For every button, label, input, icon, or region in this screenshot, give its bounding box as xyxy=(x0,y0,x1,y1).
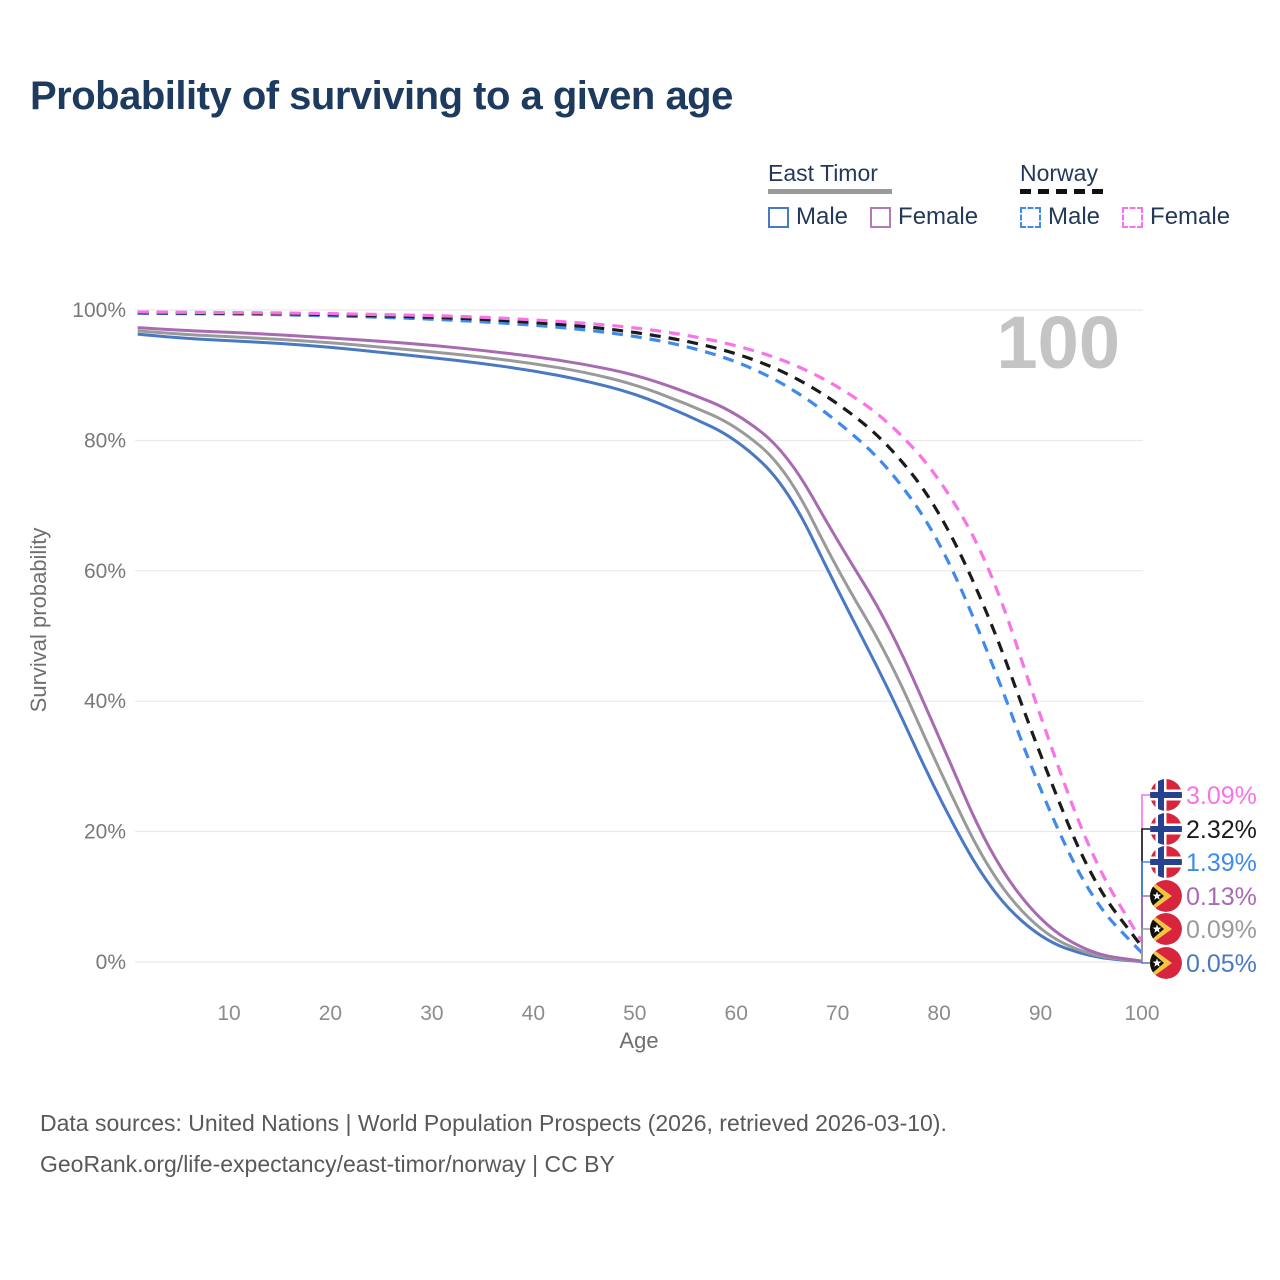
legend-underline-solid xyxy=(768,189,892,194)
source-url-line: GeoRank.org/life-expectancy/east-timor/n… xyxy=(40,1151,615,1177)
legend-swatch-east-timor-male xyxy=(768,206,789,228)
hover-age-watermark: 100 xyxy=(997,301,1120,384)
east-timor-flag-icon xyxy=(1150,947,1182,979)
end-label-leader xyxy=(1141,794,1150,942)
legend-item-label: Male xyxy=(796,203,849,230)
norway-flag-icon xyxy=(1150,846,1182,878)
footer-attribution: Data sources: United Nations | World Pop… xyxy=(40,1103,947,1185)
legend-group-title[interactable]: East Timor xyxy=(768,160,878,186)
legend-item-norway-male[interactable]: Male xyxy=(1020,203,1100,231)
end-value-label: 2.32% xyxy=(1186,816,1257,844)
x-axis-title: Age xyxy=(619,1028,658,1053)
x-tick-label: 50 xyxy=(623,1002,646,1025)
x-tick-label: 20 xyxy=(319,1002,342,1025)
legend-item-label: Female xyxy=(898,203,979,230)
x-tick-label: 70 xyxy=(826,1002,849,1025)
curve-east-timor-male[interactable] xyxy=(137,332,1143,964)
legend-item-label: Female xyxy=(1150,203,1231,230)
end-value-label: 0.13% xyxy=(1186,883,1257,911)
y-tick-label: 60% xyxy=(84,560,126,583)
end-label-leader xyxy=(1141,861,1150,953)
end-value-label: 1.39% xyxy=(1186,849,1257,877)
legend-swatch-east-timor-female xyxy=(870,206,892,228)
end-label-leader xyxy=(1141,961,1150,964)
east-timor-flag-icon xyxy=(1150,913,1182,945)
legend: East Timor Male Female Norway Male xyxy=(0,160,1280,250)
legend-group-title[interactable]: Norway xyxy=(1020,160,1098,186)
curve-norway-both-sexes[interactable] xyxy=(137,311,1144,948)
x-tick-label: 10 xyxy=(217,1002,240,1025)
x-tick-label: 80 xyxy=(927,1002,950,1025)
legend-item-norway-female[interactable]: Female xyxy=(1122,203,1230,231)
x-tick-label: 100 xyxy=(1124,1002,1159,1025)
end-value-label: 0.05% xyxy=(1186,950,1257,978)
y-tick-label: 40% xyxy=(84,690,126,713)
legend-group-east-timor: East Timor Male Female xyxy=(768,160,1000,231)
legend-underline-dashed xyxy=(1020,189,1110,194)
east-timor-flag-icon xyxy=(1150,880,1182,912)
legend-swatch-norway-female xyxy=(1122,206,1144,228)
page-title: Probability of surviving to a given age xyxy=(30,74,733,118)
y-tick-label: 100% xyxy=(72,299,126,322)
end-label-leader xyxy=(1141,928,1150,962)
curve-east-timor-both-sexes[interactable] xyxy=(137,329,1143,963)
legend-item-east-timor-female[interactable]: Female xyxy=(870,203,978,231)
legend-item-east-timor-male[interactable]: Male xyxy=(768,203,848,231)
legend-group-norway: Norway Male Female xyxy=(1020,160,1252,231)
x-tick-label: 30 xyxy=(420,1002,443,1025)
end-value-label: 0.09% xyxy=(1186,916,1257,944)
data-sources-line: Data sources: United Nations | World Pop… xyxy=(40,1110,947,1136)
curve-east-timor-female[interactable] xyxy=(137,326,1143,963)
y-tick-label: 0% xyxy=(96,951,126,974)
y-tick-label: 80% xyxy=(84,429,126,452)
norway-flag-icon xyxy=(1150,779,1182,811)
x-tick-label: 90 xyxy=(1029,1002,1052,1025)
x-tick-label: 60 xyxy=(725,1002,748,1025)
x-tick-label: 40 xyxy=(522,1002,545,1025)
legend-swatch-norway-male xyxy=(1020,206,1041,228)
end-value-label: 3.09% xyxy=(1186,782,1257,810)
y-axis-title: Survival probability xyxy=(26,528,51,713)
y-tick-label: 20% xyxy=(84,821,126,844)
curve-norway-female[interactable] xyxy=(137,310,1144,943)
norway-flag-icon xyxy=(1150,813,1182,845)
legend-item-label: Male xyxy=(1048,203,1101,230)
curve-norway-male[interactable] xyxy=(137,311,1144,955)
